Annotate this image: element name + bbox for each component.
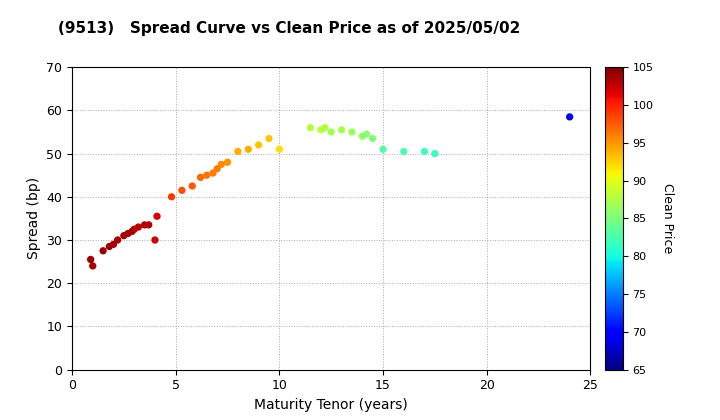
Point [87, 262, 99, 269]
Point [222, 159, 233, 165]
Point [361, 131, 372, 137]
Point [253, 142, 264, 148]
Point [139, 221, 150, 228]
X-axis label: Maturity Tenor (years): Maturity Tenor (years) [254, 398, 408, 412]
Point [429, 150, 441, 157]
Point [104, 243, 115, 250]
Point [398, 148, 410, 155]
Point [305, 124, 316, 131]
Point [151, 213, 163, 220]
Point [419, 148, 431, 155]
Point [319, 124, 330, 131]
Point [264, 135, 275, 142]
Point [367, 135, 379, 142]
Point [564, 113, 575, 120]
Point [207, 170, 219, 176]
Point [112, 236, 123, 243]
Point [128, 226, 140, 233]
Point [315, 126, 327, 133]
Point [97, 247, 109, 254]
Point [149, 236, 161, 243]
Point [325, 129, 337, 135]
Point [132, 224, 144, 231]
Point [201, 172, 212, 178]
Point [356, 133, 368, 140]
Point [176, 187, 188, 194]
Point [243, 146, 254, 152]
Point [186, 183, 198, 189]
Y-axis label: Spread (bp): Spread (bp) [27, 177, 41, 260]
Point [215, 161, 227, 168]
Point [166, 194, 177, 200]
Point [118, 232, 130, 239]
Point [195, 174, 207, 181]
Point [143, 221, 155, 228]
Point [336, 126, 347, 133]
Point [274, 146, 285, 152]
Point [127, 228, 138, 235]
Point [212, 165, 223, 172]
Point [108, 241, 120, 248]
Point [346, 129, 358, 135]
Point [377, 146, 389, 152]
Y-axis label: Clean Price: Clean Price [662, 183, 675, 254]
Text: (9513)   Spread Curve vs Clean Price as of 2025/05/02: (9513) Spread Curve vs Clean Price as of… [58, 21, 520, 36]
Point [85, 256, 96, 263]
Point [122, 230, 134, 237]
Point [232, 148, 243, 155]
